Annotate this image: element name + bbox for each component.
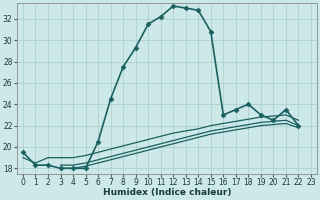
X-axis label: Humidex (Indice chaleur): Humidex (Indice chaleur) [103,188,231,197]
